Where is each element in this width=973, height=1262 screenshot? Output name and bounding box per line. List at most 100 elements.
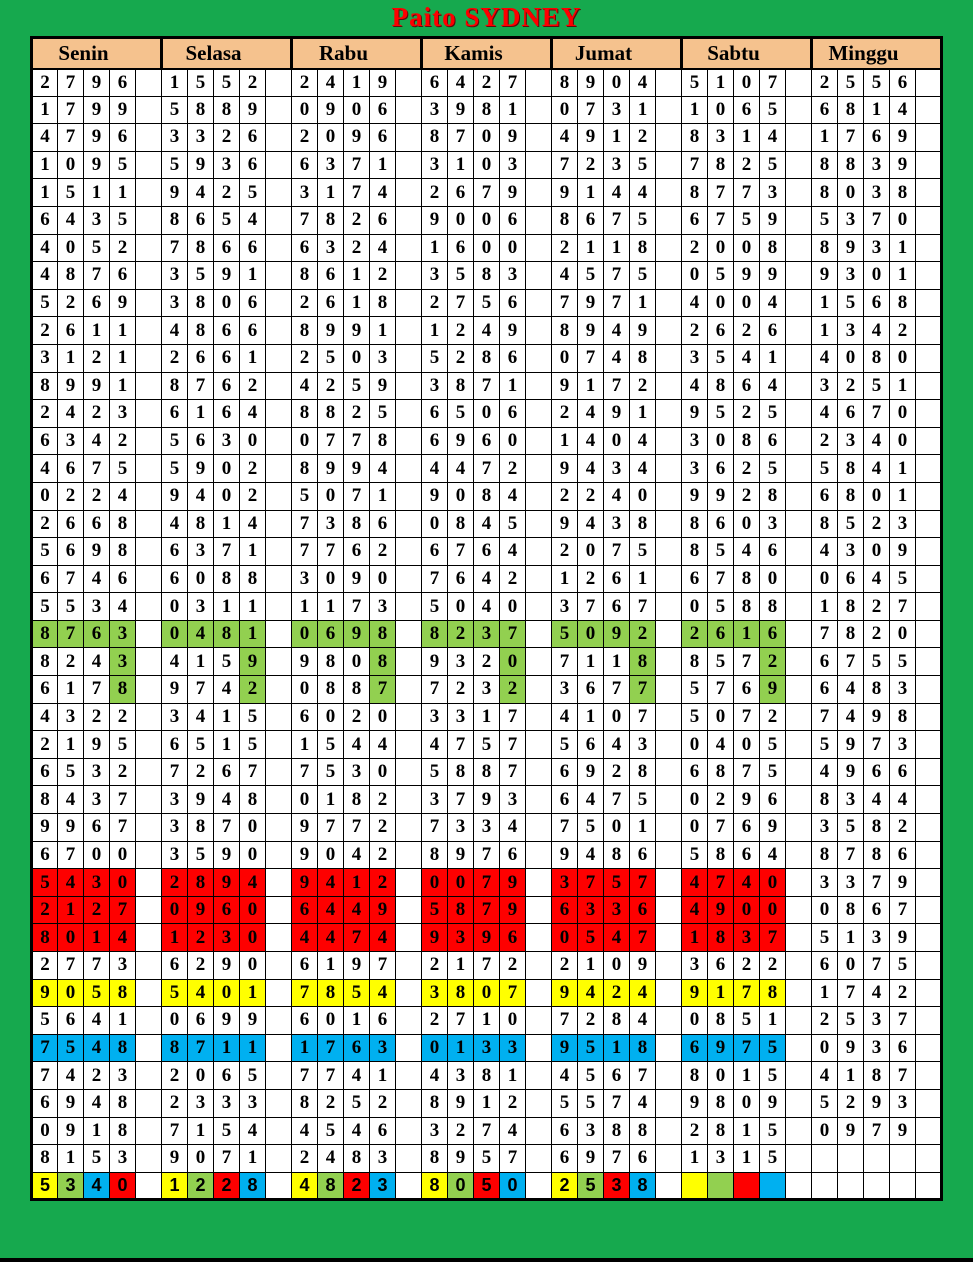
digit-cell [811,1144,838,1173]
spacer-cell [395,316,422,345]
day-header-selasa: Selasa [160,37,292,70]
spacer-cell [785,923,812,952]
digit-cell: 0 [473,123,500,152]
spacer-cell [135,123,162,152]
digit-cell: 8 [109,675,136,704]
spacer-cell [525,205,552,235]
digit-cell: 3 [213,923,240,952]
digit-cell: 4 [369,454,396,483]
spacer-cell [135,1006,162,1035]
digit-cell: 8 [213,95,240,125]
digit-cell: 4 [239,1116,266,1146]
digit-cell: 8 [447,978,474,1008]
digit-cell: 4 [681,371,708,401]
digit-cell: 6 [629,840,656,870]
digit-cell: 3 [837,868,864,897]
digit-cell: 9 [161,178,188,207]
digit-cell: 3 [681,343,708,373]
digit-cell: 5 [759,1116,786,1146]
digit-cell: 4 [421,730,448,759]
spacer-cell [265,730,292,759]
digit-cell: 4 [499,813,526,842]
digit-cell: 0 [473,233,500,263]
digit-cell: 3 [213,1088,240,1118]
digit-cell: 2 [83,895,110,925]
spacer-cell [525,619,552,649]
digit-cell: 0 [447,205,474,235]
digit-cell: 0 [57,923,84,952]
digit-cell: 2 [629,619,656,649]
digit-cell: 8 [551,68,578,97]
digit-cell: 3 [83,205,110,235]
spacer-cell [655,509,682,539]
digit-cell: 7 [421,675,448,704]
spacer-cell [655,399,682,428]
digit-cell: 3 [161,813,188,842]
digit-cell: 5 [57,757,84,787]
digit-cell: 2 [57,647,84,677]
digit-cell: 6 [369,1116,396,1146]
spacer-cell [135,95,162,125]
digit-cell: 5 [681,675,708,704]
digit-cell: 6 [681,564,708,594]
digit-cell: 2 [213,123,240,152]
digit-cell [837,1144,864,1173]
digit-cell: 4 [213,785,240,815]
digit-cell: 7 [291,1061,318,1090]
digit-cell: 1 [603,233,630,263]
digit-cell: 9 [577,1144,604,1173]
digit-cell: 4 [369,923,396,952]
digit-cell: 1 [603,647,630,677]
digit-cell: 8 [473,261,500,290]
digit-cell: 0 [239,895,266,925]
digit-cell: 0 [291,426,318,456]
digit-cell: 3 [421,95,448,125]
spacer-cell [135,840,162,870]
digit-cell: 0 [837,343,864,373]
digit-cell: 1 [239,619,266,649]
digit-cell: 2 [109,233,136,263]
digit-cell: 4 [863,454,890,483]
digit-cell: 7 [57,951,84,980]
digit-cell: 0 [499,233,526,263]
digit-cell: 1 [239,592,266,621]
digit-cell: 0 [499,1171,526,1201]
digit-cell: 1 [473,702,500,732]
digit-cell: 4 [837,702,864,732]
digit-cell: 2 [109,426,136,456]
digit-cell: 3 [681,426,708,456]
digit-cell: 5 [239,730,266,759]
spacer-cell [655,1171,682,1201]
digit-cell: 8 [681,537,708,566]
digit-cell: 6 [421,68,448,97]
spacer-cell [135,343,162,373]
digit-cell: 8 [629,1033,656,1063]
digit-cell: 7 [161,233,188,263]
digit-cell: 9 [187,785,214,815]
spacer-cell [655,923,682,952]
digit-cell: 9 [291,813,318,842]
digit-cell: 2 [551,233,578,263]
digit-cell: 3 [161,123,188,152]
digit-cell: 1 [577,178,604,207]
spacer-cell [265,233,292,263]
digit-cell: 4 [31,123,58,152]
digit-cell: 5 [577,923,604,952]
digit-cell: 2 [83,399,110,428]
digit-cell: 5 [837,813,864,842]
digit-cell: 4 [187,978,214,1008]
digit-cell: 5 [187,68,214,97]
digit-cell: 0 [863,481,890,511]
digit-cell: 3 [577,1116,604,1146]
digit-cell: 5 [161,426,188,456]
spacer-cell [915,923,942,952]
digit-cell: 3 [161,261,188,290]
digit-cell: 7 [369,951,396,980]
digit-cell: 3 [707,1144,734,1173]
digit-cell: 4 [811,343,838,373]
digit-cell: 9 [837,1033,864,1063]
digit-cell: 6 [499,923,526,952]
spacer-cell [525,868,552,897]
